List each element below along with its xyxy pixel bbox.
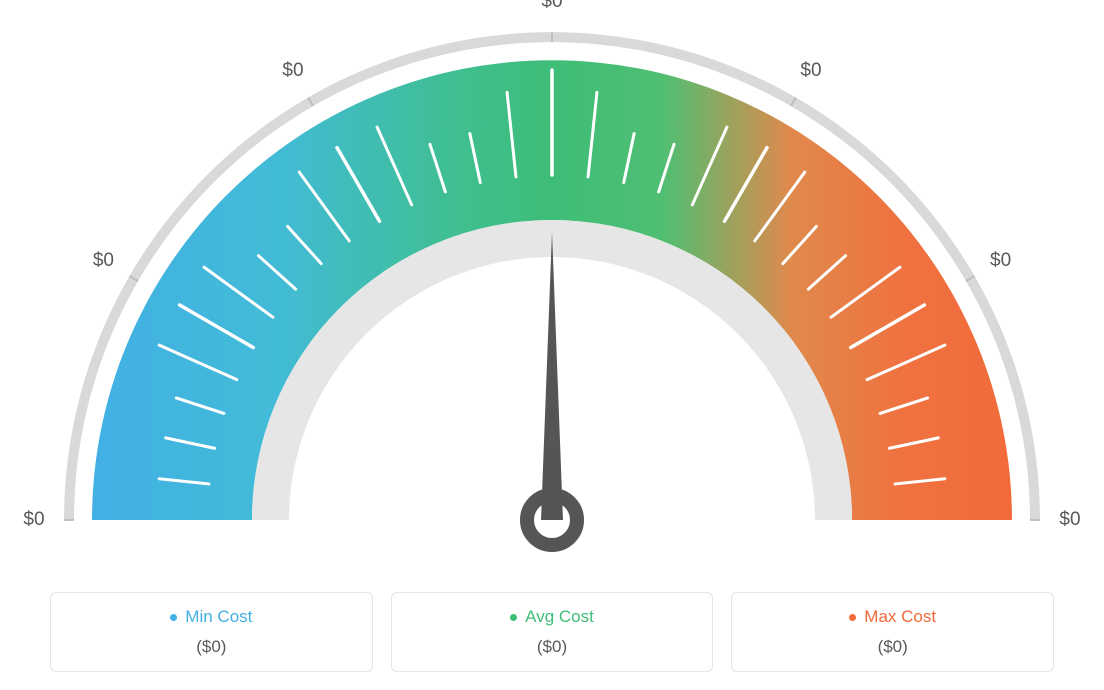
gauge-tick-label: $0 xyxy=(541,0,562,13)
cost-gauge-widget: $0 $0 $0 $0 $0 $0 $0 Min Cost ($0) Avg Cost ($… xyxy=(0,0,1104,690)
legend-card-max: Max Cost ($0) xyxy=(731,592,1054,672)
legend-value-min: ($0) xyxy=(61,637,362,657)
gauge-svg xyxy=(0,0,1104,560)
legend-title-min: Min Cost xyxy=(170,607,252,627)
legend-title-avg: Avg Cost xyxy=(510,607,594,627)
legend-title-max: Max Cost xyxy=(849,607,936,627)
gauge-tick-label: $0 xyxy=(990,250,1011,272)
gauge-tick-label: $0 xyxy=(93,250,114,272)
legend-label-min: Min Cost xyxy=(185,607,252,627)
legend-value-avg: ($0) xyxy=(402,637,703,657)
legend-value-max: ($0) xyxy=(742,637,1043,657)
legend-card-min: Min Cost ($0) xyxy=(50,592,373,672)
legend-label-avg: Avg Cost xyxy=(525,607,594,627)
legend-row: Min Cost ($0) Avg Cost ($0) Max Cost ($0… xyxy=(50,592,1054,672)
gauge-tick-label: $0 xyxy=(282,60,303,82)
legend-card-avg: Avg Cost ($0) xyxy=(391,592,714,672)
legend-dot-avg xyxy=(510,614,517,621)
gauge-tick-label: $0 xyxy=(1059,509,1080,531)
gauge-tick-label: $0 xyxy=(800,60,821,82)
legend-label-max: Max Cost xyxy=(864,607,936,627)
legend-dot-max xyxy=(849,614,856,621)
gauge-tick-label: $0 xyxy=(23,509,44,531)
gauge-chart: $0 $0 $0 $0 $0 $0 $0 xyxy=(0,0,1104,560)
legend-dot-min xyxy=(170,614,177,621)
